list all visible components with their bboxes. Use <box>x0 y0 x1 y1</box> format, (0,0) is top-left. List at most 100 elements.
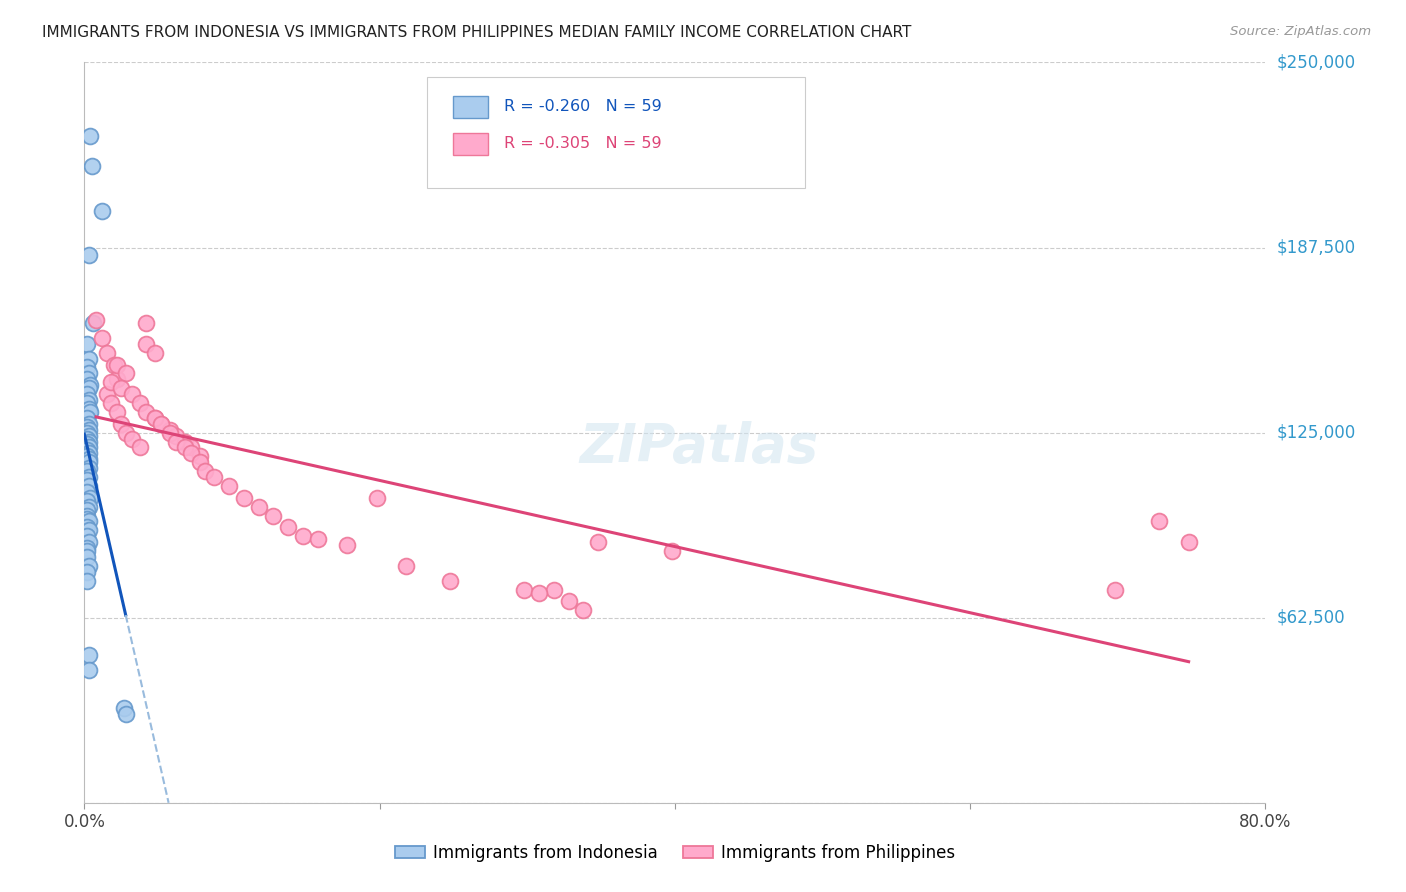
Point <box>96 345 118 359</box>
Point <box>76 574 98 588</box>
Point <box>77 423 100 437</box>
Point <box>76 432 98 446</box>
Point <box>513 582 536 597</box>
Point <box>77 461 100 475</box>
Point <box>262 508 284 523</box>
Point <box>165 434 187 449</box>
Point <box>76 484 98 499</box>
Text: IMMIGRANTS FROM INDONESIA VS IMMIGRANTS FROM PHILIPPINES MEDIAN FAMILY INCOME CO: IMMIGRANTS FROM INDONESIA VS IMMIGRANTS … <box>42 25 911 40</box>
Point <box>557 594 579 608</box>
Point <box>76 493 98 508</box>
Point <box>76 511 98 525</box>
Point <box>135 405 157 419</box>
Point <box>77 351 100 366</box>
Point <box>82 316 104 330</box>
Point <box>77 452 100 467</box>
Point <box>77 479 100 493</box>
Text: R = -0.260   N = 59: R = -0.260 N = 59 <box>503 99 661 114</box>
Point <box>76 541 98 555</box>
Point <box>77 470 100 484</box>
Point <box>76 529 98 543</box>
Point <box>143 345 166 359</box>
Point <box>79 129 101 144</box>
Point <box>114 367 136 381</box>
Point <box>76 464 98 478</box>
Point <box>143 410 166 425</box>
Point <box>100 396 122 410</box>
Point <box>180 441 202 455</box>
Point <box>76 360 98 375</box>
Point <box>188 455 211 469</box>
Point <box>572 603 595 617</box>
Text: $250,000: $250,000 <box>1277 54 1355 71</box>
Point <box>150 417 173 431</box>
Point <box>76 549 98 564</box>
Point <box>77 515 100 529</box>
Point <box>135 316 157 330</box>
Text: $62,500: $62,500 <box>1277 608 1346 627</box>
Point <box>80 159 103 173</box>
Point <box>100 376 122 390</box>
Point <box>366 491 388 505</box>
Point <box>84 313 107 327</box>
Point <box>114 706 136 721</box>
Point <box>91 203 114 218</box>
Point <box>77 401 100 416</box>
Point <box>77 248 100 262</box>
Point <box>202 470 225 484</box>
Point <box>307 533 329 547</box>
Point <box>77 500 100 514</box>
Point <box>247 500 270 514</box>
Point <box>76 443 98 458</box>
Point <box>76 425 98 440</box>
Legend: Immigrants from Indonesia, Immigrants from Philippines: Immigrants from Indonesia, Immigrants fr… <box>388 838 962 869</box>
Point <box>76 565 98 579</box>
Point <box>165 428 187 442</box>
Point <box>77 441 100 455</box>
Point <box>135 336 157 351</box>
Point <box>114 425 136 440</box>
Point <box>79 491 101 505</box>
Point <box>121 387 143 401</box>
Point <box>661 544 683 558</box>
Point <box>77 648 100 662</box>
Point <box>159 423 181 437</box>
Point <box>76 544 98 558</box>
Point <box>77 367 100 381</box>
Point <box>77 663 100 677</box>
Point <box>129 441 152 455</box>
Point <box>395 558 418 573</box>
Point <box>77 535 100 549</box>
Point <box>439 574 461 588</box>
Point <box>188 450 211 464</box>
Point <box>76 396 98 410</box>
Point <box>105 358 128 372</box>
Point <box>76 502 98 516</box>
Point <box>79 405 101 419</box>
Point <box>103 358 125 372</box>
Point <box>586 535 609 549</box>
Point <box>112 701 135 715</box>
Point <box>232 491 254 505</box>
Point <box>105 372 128 386</box>
Point <box>110 417 132 431</box>
Point <box>180 446 202 460</box>
Point <box>143 410 166 425</box>
Point <box>218 479 240 493</box>
Point <box>543 582 565 597</box>
Point <box>76 450 98 464</box>
Point <box>110 381 132 395</box>
Point <box>76 419 98 434</box>
Point <box>76 372 98 386</box>
Point <box>77 392 100 407</box>
Point <box>76 437 98 451</box>
Point <box>527 585 550 599</box>
Point <box>129 396 152 410</box>
Point <box>77 381 100 395</box>
Point <box>77 558 100 573</box>
Point <box>77 524 100 538</box>
FancyBboxPatch shape <box>427 78 804 188</box>
Point <box>105 405 128 419</box>
Bar <box>453 95 488 118</box>
Point <box>91 331 114 345</box>
